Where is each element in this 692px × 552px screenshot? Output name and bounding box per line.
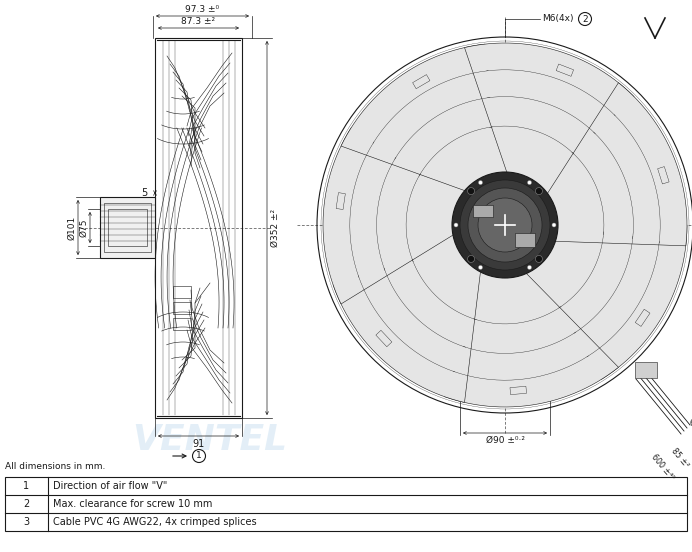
Bar xyxy=(473,205,493,217)
Bar xyxy=(173,318,191,330)
Bar xyxy=(155,38,242,418)
Text: 600 ±⁴⁰: 600 ±⁴⁰ xyxy=(650,453,676,482)
Text: 1: 1 xyxy=(24,481,30,491)
Circle shape xyxy=(478,181,482,184)
Text: VENTEL: VENTEL xyxy=(132,423,288,457)
Polygon shape xyxy=(520,225,687,379)
Polygon shape xyxy=(545,83,687,246)
Bar xyxy=(635,362,657,378)
Bar xyxy=(173,302,191,314)
Polygon shape xyxy=(341,44,511,193)
Text: M6(4x): M6(4x) xyxy=(542,14,574,24)
Text: 1: 1 xyxy=(196,452,202,460)
Text: 2: 2 xyxy=(582,14,588,24)
Text: 6: 6 xyxy=(689,419,692,428)
Polygon shape xyxy=(464,43,634,200)
Circle shape xyxy=(527,181,531,184)
Text: Ø101: Ø101 xyxy=(67,215,76,240)
Circle shape xyxy=(536,188,543,194)
Circle shape xyxy=(478,198,532,252)
Circle shape xyxy=(452,172,558,278)
Circle shape xyxy=(468,256,475,262)
Circle shape xyxy=(460,180,550,270)
Bar xyxy=(5,477,687,531)
Text: Cable PVC 4G AWG22, 4x crimped splices: Cable PVC 4G AWG22, 4x crimped splices xyxy=(53,517,257,527)
Circle shape xyxy=(468,188,542,262)
Bar xyxy=(173,286,191,298)
Text: 3: 3 xyxy=(24,517,30,527)
Polygon shape xyxy=(444,266,619,407)
Text: All dimensions in mm.: All dimensions in mm. xyxy=(5,462,105,471)
Polygon shape xyxy=(323,128,471,304)
Bar xyxy=(104,203,151,252)
Text: 2: 2 xyxy=(24,499,30,509)
Text: Ø75: Ø75 xyxy=(79,218,88,237)
Polygon shape xyxy=(333,230,481,402)
Text: 91: 91 xyxy=(192,439,205,449)
Text: Ø90 ±⁰·²: Ø90 ±⁰·² xyxy=(486,436,525,445)
Circle shape xyxy=(478,266,482,269)
Bar xyxy=(515,233,535,247)
Text: 5: 5 xyxy=(140,188,147,198)
Circle shape xyxy=(468,188,475,194)
Bar xyxy=(100,197,155,258)
Bar xyxy=(108,209,147,246)
Circle shape xyxy=(552,223,556,227)
Text: Direction of air flow "V": Direction of air flow "V" xyxy=(53,481,167,491)
Text: Ø352 ±²: Ø352 ±² xyxy=(271,209,280,247)
Text: 85 ±²: 85 ±² xyxy=(669,447,691,470)
Circle shape xyxy=(454,223,458,227)
Circle shape xyxy=(527,266,531,269)
Text: Max. clearance for screw 10 mm: Max. clearance for screw 10 mm xyxy=(53,499,212,509)
Text: 87.3 ±²: 87.3 ±² xyxy=(181,17,216,26)
Circle shape xyxy=(536,256,543,262)
Text: 97.3 ±⁰: 97.3 ±⁰ xyxy=(185,5,219,14)
